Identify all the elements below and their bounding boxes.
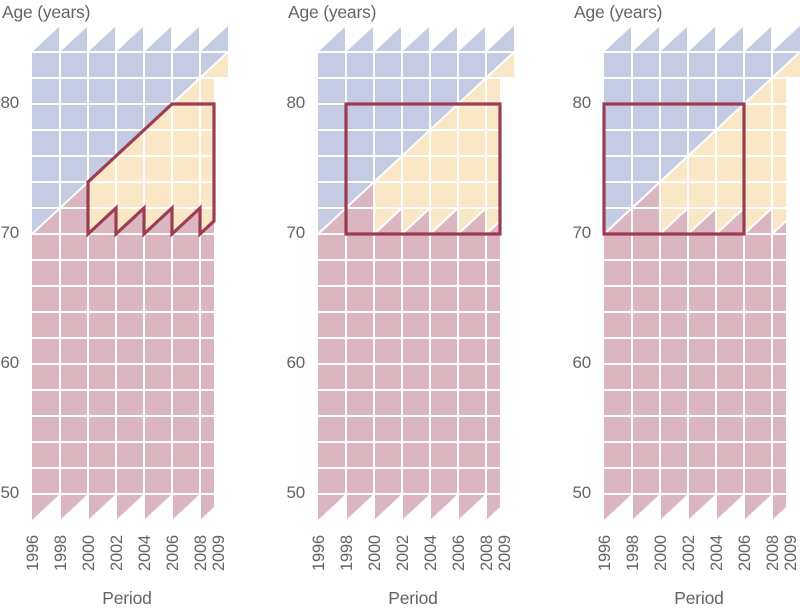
top-sawtooth-triangle bbox=[346, 26, 374, 52]
top-sawtooth-triangle bbox=[458, 26, 486, 52]
x-tick-2008: 2008 bbox=[478, 535, 496, 571]
y-tick-80: 80 bbox=[572, 93, 591, 112]
top-sawtooth-triangle bbox=[32, 26, 60, 52]
lexis-grid bbox=[317, 26, 515, 520]
y-tick-50: 50 bbox=[572, 483, 591, 502]
lexis-grid bbox=[31, 26, 229, 520]
pink-region-younger-ages bbox=[604, 182, 786, 520]
x-tick-2004: 2004 bbox=[136, 535, 154, 571]
selection-outline bbox=[86, 102, 216, 238]
top-sawtooth-triangle bbox=[716, 26, 744, 52]
cream-region-cohort-band bbox=[88, 52, 228, 234]
cohort-separator-line bbox=[659, 207, 689, 235]
x-tick-1998: 1998 bbox=[52, 535, 70, 571]
cohort-separator-line bbox=[457, 207, 487, 235]
top-sawtooth-triangle bbox=[660, 26, 688, 52]
x-tick-2006: 2006 bbox=[164, 535, 182, 571]
x-tick-1996: 1996 bbox=[310, 535, 328, 571]
y-tick-60: 60 bbox=[286, 353, 305, 372]
top-sawtooth-triangle bbox=[772, 26, 800, 52]
x-tick-1998: 1998 bbox=[338, 535, 356, 571]
top-sawtooth-triangle bbox=[744, 26, 772, 52]
top-sawtooth-triangle bbox=[60, 26, 88, 52]
lexis-panel-3: Age (years) Period 80 70 60 50 1996 1998 2000 2… bbox=[572, 0, 800, 610]
x-tick-2009: 2009 bbox=[496, 535, 514, 571]
cohort-separator-line bbox=[603, 51, 800, 235]
cohort-separator-line bbox=[687, 207, 717, 235]
cream-region-cohort-band bbox=[374, 52, 514, 234]
x-axis-title: Period bbox=[674, 588, 724, 608]
y-tick-70: 70 bbox=[0, 223, 19, 242]
cohort-separator-line bbox=[771, 220, 787, 235]
x-tick-2009: 2009 bbox=[210, 535, 228, 571]
cohort-separator-line bbox=[429, 207, 459, 235]
y-tick-80: 80 bbox=[286, 93, 305, 112]
cohort-separator-line bbox=[715, 207, 745, 235]
top-sawtooth-triangle bbox=[172, 26, 200, 52]
x-tick-2000: 2000 bbox=[366, 535, 384, 571]
pink-region-younger-ages bbox=[318, 182, 500, 520]
x-tick-2002: 2002 bbox=[680, 535, 698, 571]
x-axis-title: Period bbox=[102, 588, 152, 608]
cohort-separator-line bbox=[485, 220, 501, 235]
x-tick-2008: 2008 bbox=[764, 535, 782, 571]
selection-outline bbox=[344, 102, 502, 236]
top-sawtooth-triangle bbox=[144, 26, 172, 52]
cohort-separator-line bbox=[743, 207, 773, 235]
top-sawtooth-triangle bbox=[374, 26, 402, 52]
top-sawtooth-triangle bbox=[88, 26, 116, 52]
x-tick-1996: 1996 bbox=[596, 535, 614, 571]
top-sawtooth-triangle bbox=[688, 26, 716, 52]
x-tick-2006: 2006 bbox=[450, 535, 468, 571]
top-sawtooth-triangle bbox=[604, 26, 632, 52]
lexis-panel-1: Age (years) Period 80 70 60 50 1996 1998 2000 2… bbox=[0, 0, 292, 610]
cohort-separator-line bbox=[317, 51, 515, 235]
pink-region-younger-ages bbox=[32, 182, 214, 520]
y-tick-70: 70 bbox=[286, 223, 305, 242]
top-sawtooth-triangle bbox=[200, 26, 228, 52]
y-axis-title: Age (years) bbox=[574, 2, 663, 22]
top-sawtooth-triangle bbox=[486, 26, 514, 52]
x-tick-2009: 2009 bbox=[782, 535, 800, 571]
x-tick-2002: 2002 bbox=[394, 535, 412, 571]
y-axis-title: Age (years) bbox=[288, 2, 377, 22]
y-tick-60: 60 bbox=[572, 353, 591, 372]
lexis-panel-2: Age (years) Period 80 70 60 50 1996 1998 2000 2… bbox=[286, 0, 578, 610]
selection-outline bbox=[602, 102, 746, 236]
cohort-separator-line bbox=[373, 207, 403, 235]
top-sawtooth-triangle bbox=[632, 26, 660, 52]
y-tick-50: 50 bbox=[286, 483, 305, 502]
x-tick-2000: 2000 bbox=[80, 535, 98, 571]
x-tick-1998: 1998 bbox=[624, 535, 642, 571]
top-sawtooth-triangle bbox=[430, 26, 458, 52]
lexis-grid bbox=[602, 26, 800, 520]
y-tick-80: 80 bbox=[0, 93, 19, 112]
x-tick-2004: 2004 bbox=[422, 535, 440, 571]
y-axis-title: Age (years) bbox=[2, 2, 91, 22]
top-sawtooth-triangle bbox=[402, 26, 430, 52]
y-tick-50: 50 bbox=[0, 483, 19, 502]
x-tick-2008: 2008 bbox=[192, 535, 210, 571]
x-tick-2002: 2002 bbox=[108, 535, 126, 571]
x-tick-1996: 1996 bbox=[24, 535, 42, 571]
cohort-separator-line bbox=[401, 207, 431, 235]
x-tick-2000: 2000 bbox=[652, 535, 670, 571]
top-sawtooth-triangle bbox=[116, 26, 144, 52]
y-tick-70: 70 bbox=[572, 223, 591, 242]
x-tick-2004: 2004 bbox=[708, 535, 726, 571]
top-sawtooth-triangle bbox=[318, 26, 346, 52]
x-axis-title: Period bbox=[388, 588, 438, 608]
y-tick-60: 60 bbox=[0, 353, 19, 372]
x-tick-2006: 2006 bbox=[736, 535, 754, 571]
cream-region-cohort-band bbox=[660, 52, 800, 234]
